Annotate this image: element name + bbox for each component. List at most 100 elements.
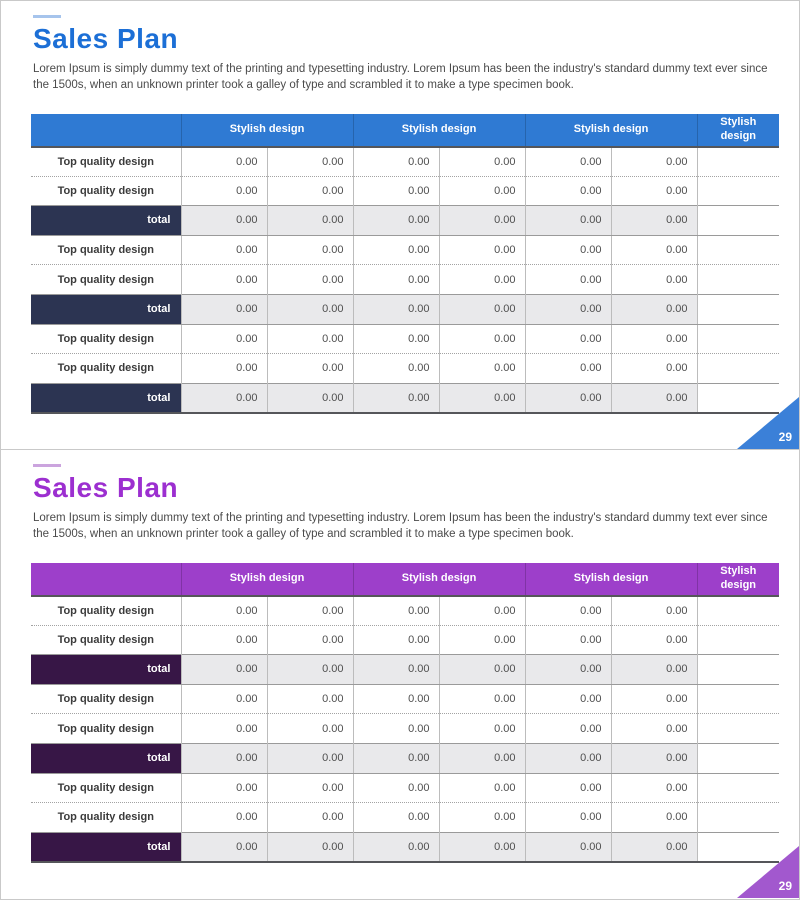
value-cell: 0.00 (524, 595, 612, 626)
total-row: total 0.00 0.00 0.00 0.00 0.00 0.00 (31, 654, 780, 685)
value-cell: 0.00 (524, 353, 612, 384)
value-cell: 0.00 (610, 802, 698, 833)
table-header-row: Stylish design Stylish design Stylish desi… (31, 563, 780, 597)
value-cell: 0.00 (266, 324, 354, 355)
value-cell: 0.00 (610, 742, 698, 774)
value-cell: 0.00 (352, 831, 440, 863)
value-cell: 0.00 (266, 176, 354, 207)
sales-plan-slide-purple: Sales Plan Lorem Ipsum is simply dummy t… (1, 450, 799, 898)
column-group-header: Stylish design (352, 563, 526, 597)
value-cell: 0.00 (266, 146, 354, 177)
table-row: Top quality design 0.00 0.00 0.00 0.00 0.00 0.… (31, 684, 780, 715)
title-accent-line (33, 464, 61, 467)
empty-cell (696, 264, 780, 295)
value-cell: 0.00 (524, 684, 612, 715)
row-label: total (31, 742, 181, 774)
row-label: Top quality design (31, 625, 181, 656)
table-row: Top quality design 0.00 0.00 0.00 0.00 0.00 0.… (31, 324, 780, 355)
value-cell: 0.00 (524, 802, 612, 833)
empty-cell (696, 625, 780, 656)
value-cell: 0.00 (524, 773, 612, 804)
empty-cell (696, 773, 780, 804)
value-cell: 0.00 (610, 382, 698, 414)
value-cell: 0.00 (180, 205, 267, 236)
column-group-header: Stylish design (696, 563, 780, 597)
value-cell: 0.00 (266, 654, 354, 685)
value-cell: 0.00 (266, 773, 354, 804)
value-cell: 0.00 (352, 324, 440, 355)
sales-plan-table: Stylish design Stylish design Stylish desi… (31, 563, 780, 863)
value-cell: 0.00 (352, 654, 440, 685)
value-cell: 0.00 (180, 684, 267, 715)
value-cell: 0.00 (352, 713, 440, 744)
empty-cell (696, 595, 780, 626)
value-cell: 0.00 (352, 205, 440, 236)
value-cell: 0.00 (180, 773, 267, 804)
column-group-header: Stylish design (524, 114, 698, 148)
value-cell: 0.00 (352, 146, 440, 177)
value-cell: 0.00 (610, 146, 698, 177)
value-cell: 0.00 (438, 595, 526, 626)
value-cell: 0.00 (524, 205, 612, 236)
value-cell: 0.00 (180, 293, 267, 325)
value-cell: 0.00 (180, 713, 267, 744)
slide-title: Sales Plan (33, 472, 179, 503)
value-cell: 0.00 (610, 264, 698, 295)
title-accent-line (33, 15, 61, 18)
value-cell: 0.00 (180, 595, 267, 626)
value-cell: 0.00 (438, 382, 526, 414)
page-number: 29 (778, 879, 792, 893)
total-row: total 0.00 0.00 0.00 0.00 0.00 0.00 (31, 742, 780, 774)
value-cell: 0.00 (610, 773, 698, 804)
value-cell: 0.00 (524, 713, 612, 744)
value-cell: 0.00 (610, 353, 698, 384)
value-cell: 0.00 (180, 625, 267, 656)
value-cell: 0.00 (524, 176, 612, 207)
value-cell: 0.00 (180, 264, 267, 295)
value-cell: 0.00 (610, 176, 698, 207)
value-cell: 0.00 (610, 654, 698, 685)
value-cell: 0.00 (438, 831, 526, 863)
value-cell: 0.00 (266, 595, 354, 626)
value-cell: 0.00 (610, 713, 698, 744)
value-cell: 0.00 (352, 625, 440, 656)
row-label: Top quality design (31, 264, 181, 295)
total-row: total 0.00 0.00 0.00 0.00 0.00 0.00 (31, 293, 780, 325)
table-row: Top quality design 0.00 0.00 0.00 0.00 0.00 0.… (31, 353, 780, 384)
table-row: Top quality design 0.00 0.00 0.00 0.00 0.00 0.… (31, 595, 780, 626)
value-cell: 0.00 (438, 713, 526, 744)
value-cell: 0.00 (524, 146, 612, 177)
total-row: total 0.00 0.00 0.00 0.00 0.00 0.00 (31, 831, 780, 863)
row-label: total (31, 654, 181, 685)
empty-cell (696, 176, 780, 207)
row-label: total (31, 831, 181, 863)
value-cell: 0.00 (266, 382, 354, 414)
value-cell: 0.00 (266, 293, 354, 325)
value-cell: 0.00 (180, 831, 267, 863)
value-cell: 0.00 (438, 293, 526, 325)
value-cell: 0.00 (266, 684, 354, 715)
value-cell: 0.00 (352, 293, 440, 325)
value-cell: 0.00 (352, 382, 440, 414)
column-group-header: Stylish design (696, 114, 780, 148)
empty-cell (696, 713, 780, 744)
value-cell: 0.00 (180, 235, 267, 266)
value-cell: 0.00 (610, 293, 698, 325)
value-cell: 0.00 (180, 742, 267, 774)
value-cell: 0.00 (524, 625, 612, 656)
total-row: total 0.00 0.00 0.00 0.00 0.00 0.00 (31, 382, 780, 414)
row-label: Top quality design (31, 773, 181, 804)
value-cell: 0.00 (610, 831, 698, 863)
value-cell: 0.00 (266, 353, 354, 384)
empty-cell (696, 235, 780, 266)
value-cell: 0.00 (352, 595, 440, 626)
value-cell: 0.00 (524, 742, 612, 774)
row-label: total (31, 293, 181, 325)
value-cell: 0.00 (352, 684, 440, 715)
value-cell: 0.00 (610, 595, 698, 626)
table-row: Top quality design 0.00 0.00 0.00 0.00 0.00 0.… (31, 146, 780, 177)
total-row: total 0.00 0.00 0.00 0.00 0.00 0.00 (31, 205, 780, 236)
slide-description: Lorem Ipsum is simply dummy text of the … (33, 63, 768, 91)
table-row: Top quality design 0.00 0.00 0.00 0.00 0.00 0.… (31, 176, 780, 207)
